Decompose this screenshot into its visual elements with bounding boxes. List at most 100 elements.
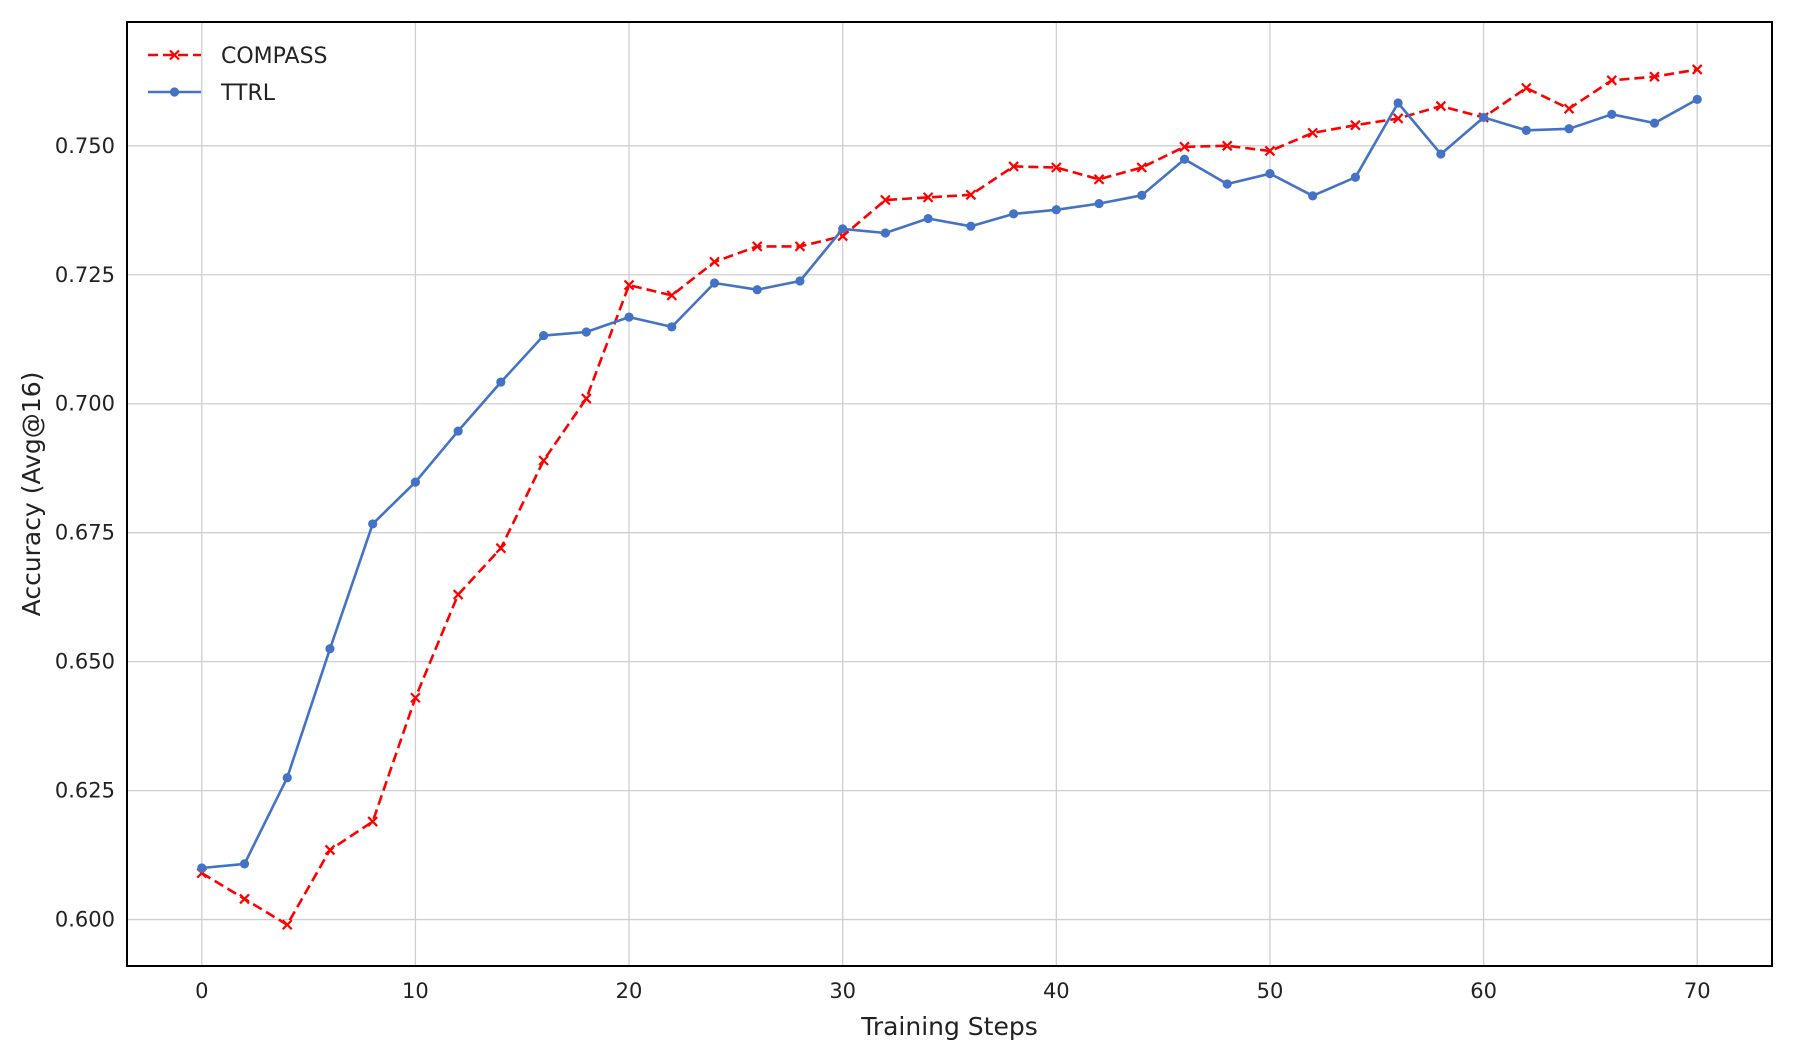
legend-item-ttrl: TTRL [148, 81, 276, 106]
legend-item-compass: COMPASS [148, 44, 328, 69]
y-axis-label: Accuracy (Avg@16) [17, 372, 46, 617]
ttrl-point [1478, 112, 1489, 123]
compass-point [794, 241, 806, 252]
compass-point [367, 816, 378, 827]
ttrl-point [1649, 118, 1660, 128]
x-tick-label: 70 [1684, 979, 1711, 1003]
x-tick-label: 60 [1470, 979, 1497, 1003]
ttrl-point [197, 863, 207, 873]
ttrl-point [538, 331, 549, 341]
ttrl-point [1393, 98, 1403, 108]
compass-point [1563, 103, 1575, 114]
ttrl-point [1137, 190, 1147, 200]
ttrl-point [880, 228, 891, 238]
x-tick-label: 50 [1257, 979, 1284, 1003]
compass-point [1606, 75, 1618, 86]
ttrl-point [1265, 169, 1275, 179]
compass-point [1221, 140, 1233, 152]
y-tick-label: 0.650 [55, 650, 115, 674]
ttrl-point [282, 773, 292, 783]
ttrl-point [1607, 109, 1617, 119]
ttrl-point [795, 276, 805, 286]
ttrl-point [1692, 94, 1702, 104]
series-ttrl [197, 94, 1702, 873]
ttrl-point [838, 224, 848, 234]
ttrl-point [496, 377, 506, 387]
compass-point [581, 393, 592, 404]
compass-point [410, 692, 421, 704]
ttrl-point [239, 859, 250, 869]
compass-point [1008, 161, 1019, 172]
ttrl-line [201, 98, 1698, 870]
x-tick-label: 10 [402, 979, 429, 1003]
compass-point [281, 919, 293, 931]
ttrl-point [966, 221, 976, 231]
compass-point [1691, 64, 1703, 75]
x-tick-label: 20 [616, 979, 643, 1003]
series-compass [196, 64, 1703, 931]
compass-point [239, 893, 250, 905]
ttrl-point [453, 426, 463, 436]
y-tick-label: 0.675 [55, 521, 115, 545]
compass-point [623, 279, 635, 291]
ttrl-point [1179, 154, 1190, 164]
ttrl-point [624, 312, 634, 322]
y-tick-label: 0.600 [55, 908, 115, 932]
compass-point [922, 192, 934, 203]
ttrl-point [1521, 125, 1531, 135]
ttrl-point [368, 519, 378, 529]
compass-point [495, 542, 507, 554]
x-tick-label: 30 [829, 979, 856, 1003]
compass-point [965, 189, 977, 201]
y-tick-label: 0.625 [55, 779, 115, 803]
y-tick-label: 0.700 [55, 392, 115, 416]
compass-point [751, 241, 763, 252]
compass-line [201, 68, 1698, 927]
ttrl-point [1094, 198, 1104, 209]
ttrl-point [325, 644, 335, 654]
legend-label: COMPASS [221, 44, 328, 69]
compass-point [1264, 145, 1276, 157]
legend-marker [169, 49, 180, 61]
ttrl-point [667, 322, 677, 332]
compass-point [1649, 71, 1660, 82]
compass-point [1350, 119, 1361, 131]
plot-frame [126, 21, 1773, 967]
legend: COMPASS TTRL [148, 44, 328, 106]
legend-label: TTRL [220, 81, 276, 106]
compass-point [324, 844, 336, 856]
x-tick-label: 0 [195, 979, 208, 1003]
compass-point [666, 290, 678, 301]
ttrl-point [752, 285, 762, 295]
ttrl-point [1008, 209, 1019, 219]
y-tick-label: 0.750 [55, 134, 115, 158]
ttrl-point [1350, 172, 1361, 182]
compass-point [1521, 82, 1532, 94]
x-axis-label: Training Steps [860, 1012, 1038, 1041]
compass-point [452, 589, 464, 600]
ttrl-point [709, 278, 720, 288]
series-layer [196, 64, 1703, 931]
ttrl-point [410, 477, 421, 487]
x-tick-label: 40 [1043, 979, 1070, 1003]
compass-point [1051, 162, 1062, 173]
compass-point [1435, 100, 1447, 112]
compass-point [1179, 141, 1190, 153]
grid [127, 22, 1772, 966]
ttrl-point [1436, 149, 1446, 159]
ttrl-point [1051, 205, 1061, 215]
compass-point [1392, 113, 1404, 124]
ticks: 0 10 20 30 40 50 60 70 0.600 0.625 0.650 0.675 0.700… [55, 134, 1711, 1003]
ttrl-point [581, 327, 591, 337]
ttrl-point [1564, 124, 1574, 134]
ttrl-point [1308, 191, 1318, 201]
legend-marker [169, 87, 180, 97]
ttrl-point [1222, 179, 1232, 189]
compass-point [1093, 174, 1105, 185]
compass-point [709, 256, 720, 268]
compass-point [880, 194, 891, 206]
compass-point [1136, 162, 1148, 173]
y-tick-label: 0.725 [55, 263, 115, 287]
compass-point [538, 455, 549, 466]
